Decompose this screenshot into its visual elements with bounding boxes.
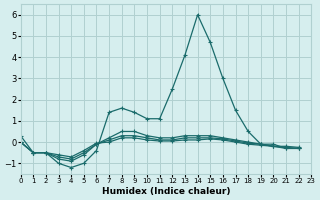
X-axis label: Humidex (Indice chaleur): Humidex (Indice chaleur)	[102, 187, 230, 196]
